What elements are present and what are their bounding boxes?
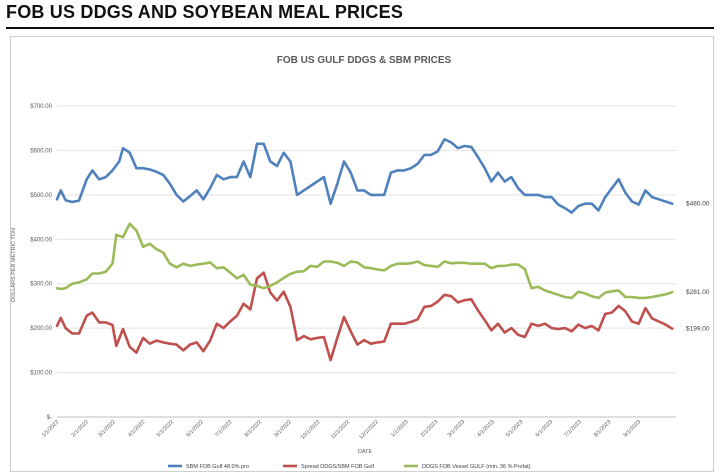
x-tick-label: 8/1/2023 xyxy=(593,419,612,438)
x-tick-label: 11/1/2022 xyxy=(330,419,351,440)
y-axis-ticks: $- $100.00 $200.00 $300.00 $400.00 $500.00 $60… xyxy=(30,104,52,421)
x-tick-label: 4/1/2023 xyxy=(476,419,495,438)
end-label-1: $480.00 xyxy=(686,201,710,208)
y-tick-label: $300.00 xyxy=(30,282,52,288)
x-tick-label: 7/1/2023 xyxy=(563,419,582,438)
series-lines xyxy=(55,138,674,362)
y-tick-label: $600.00 xyxy=(30,148,52,154)
series-line-1 xyxy=(55,138,674,214)
end-label-2: $199.00 xyxy=(686,326,710,333)
x-tick-label: 12/1/2022 xyxy=(358,419,380,441)
legend-label-3: DDGS FOB Vessel GULF (min. 36 % Profat) xyxy=(422,464,531,470)
y-tick-label: $100.00 xyxy=(30,371,52,377)
x-tick-label: 5/1/2022 xyxy=(156,419,175,438)
y-tick-label: $200.00 xyxy=(30,326,52,332)
x-tick-label: 5/1/2023 xyxy=(505,419,524,438)
x-axis-ticks: 1/1/2022 2/1/2022 3/1/2022 4/1/2022 5/1/2022… xyxy=(41,419,642,441)
x-tick-label: 1/1/2022 xyxy=(41,419,60,438)
gridlines xyxy=(57,105,676,418)
y-tick-label: $400.00 xyxy=(30,237,52,243)
x-tick-label: 7/1/2022 xyxy=(214,419,233,438)
x-tick-label: 9/1/2023 xyxy=(623,419,642,438)
end-label-3: $281.00 xyxy=(686,289,710,296)
x-axis-title: DATE xyxy=(358,449,373,455)
y-axis-title: DOLLARS PER METRIC TON xyxy=(11,228,17,302)
end-labels: $480.00 $199.00 $281.00 xyxy=(686,201,710,333)
x-tick-label: 10/1/2022 xyxy=(300,419,322,441)
x-tick-label: 6/1/2023 xyxy=(535,419,554,438)
legend-label-2: Spread DDGS/SBM FOB Gulf xyxy=(301,464,375,470)
chart-frame xyxy=(10,36,714,472)
x-tick-label: 2/1/2023 xyxy=(420,419,439,438)
y-tick-label: $- xyxy=(47,415,52,421)
page-heading: FOB US DDGS AND SOYBEAN MEAL PRICES xyxy=(6,2,404,22)
x-tick-label: 1/1/2023 xyxy=(390,419,409,438)
x-tick-label: 6/1/2022 xyxy=(185,419,204,438)
legend-label-1: SBM FOB Gulf 48.0% pro xyxy=(186,464,249,470)
series-line-3 xyxy=(55,222,674,300)
y-tick-label: $500.00 xyxy=(30,193,52,199)
y-tick-label: $700.00 xyxy=(30,104,52,110)
x-tick-label: 3/1/2022 xyxy=(97,419,116,438)
x-tick-label: 2/1/2022 xyxy=(71,419,90,438)
legend: SBM FOB Gulf 48.0% pro Spread DDGS/SBM FO… xyxy=(168,464,531,470)
series-line-2 xyxy=(55,271,674,362)
x-tick-label: 4/1/2022 xyxy=(127,419,146,438)
heading-divider xyxy=(6,27,714,29)
x-tick-label: 8/1/2022 xyxy=(244,419,263,438)
chart-title: FOB US GULF DDGS & SBM PRICES xyxy=(277,55,452,66)
x-tick-label: 9/1/2022 xyxy=(274,419,293,438)
x-tick-label: 3/1/2023 xyxy=(447,419,466,438)
